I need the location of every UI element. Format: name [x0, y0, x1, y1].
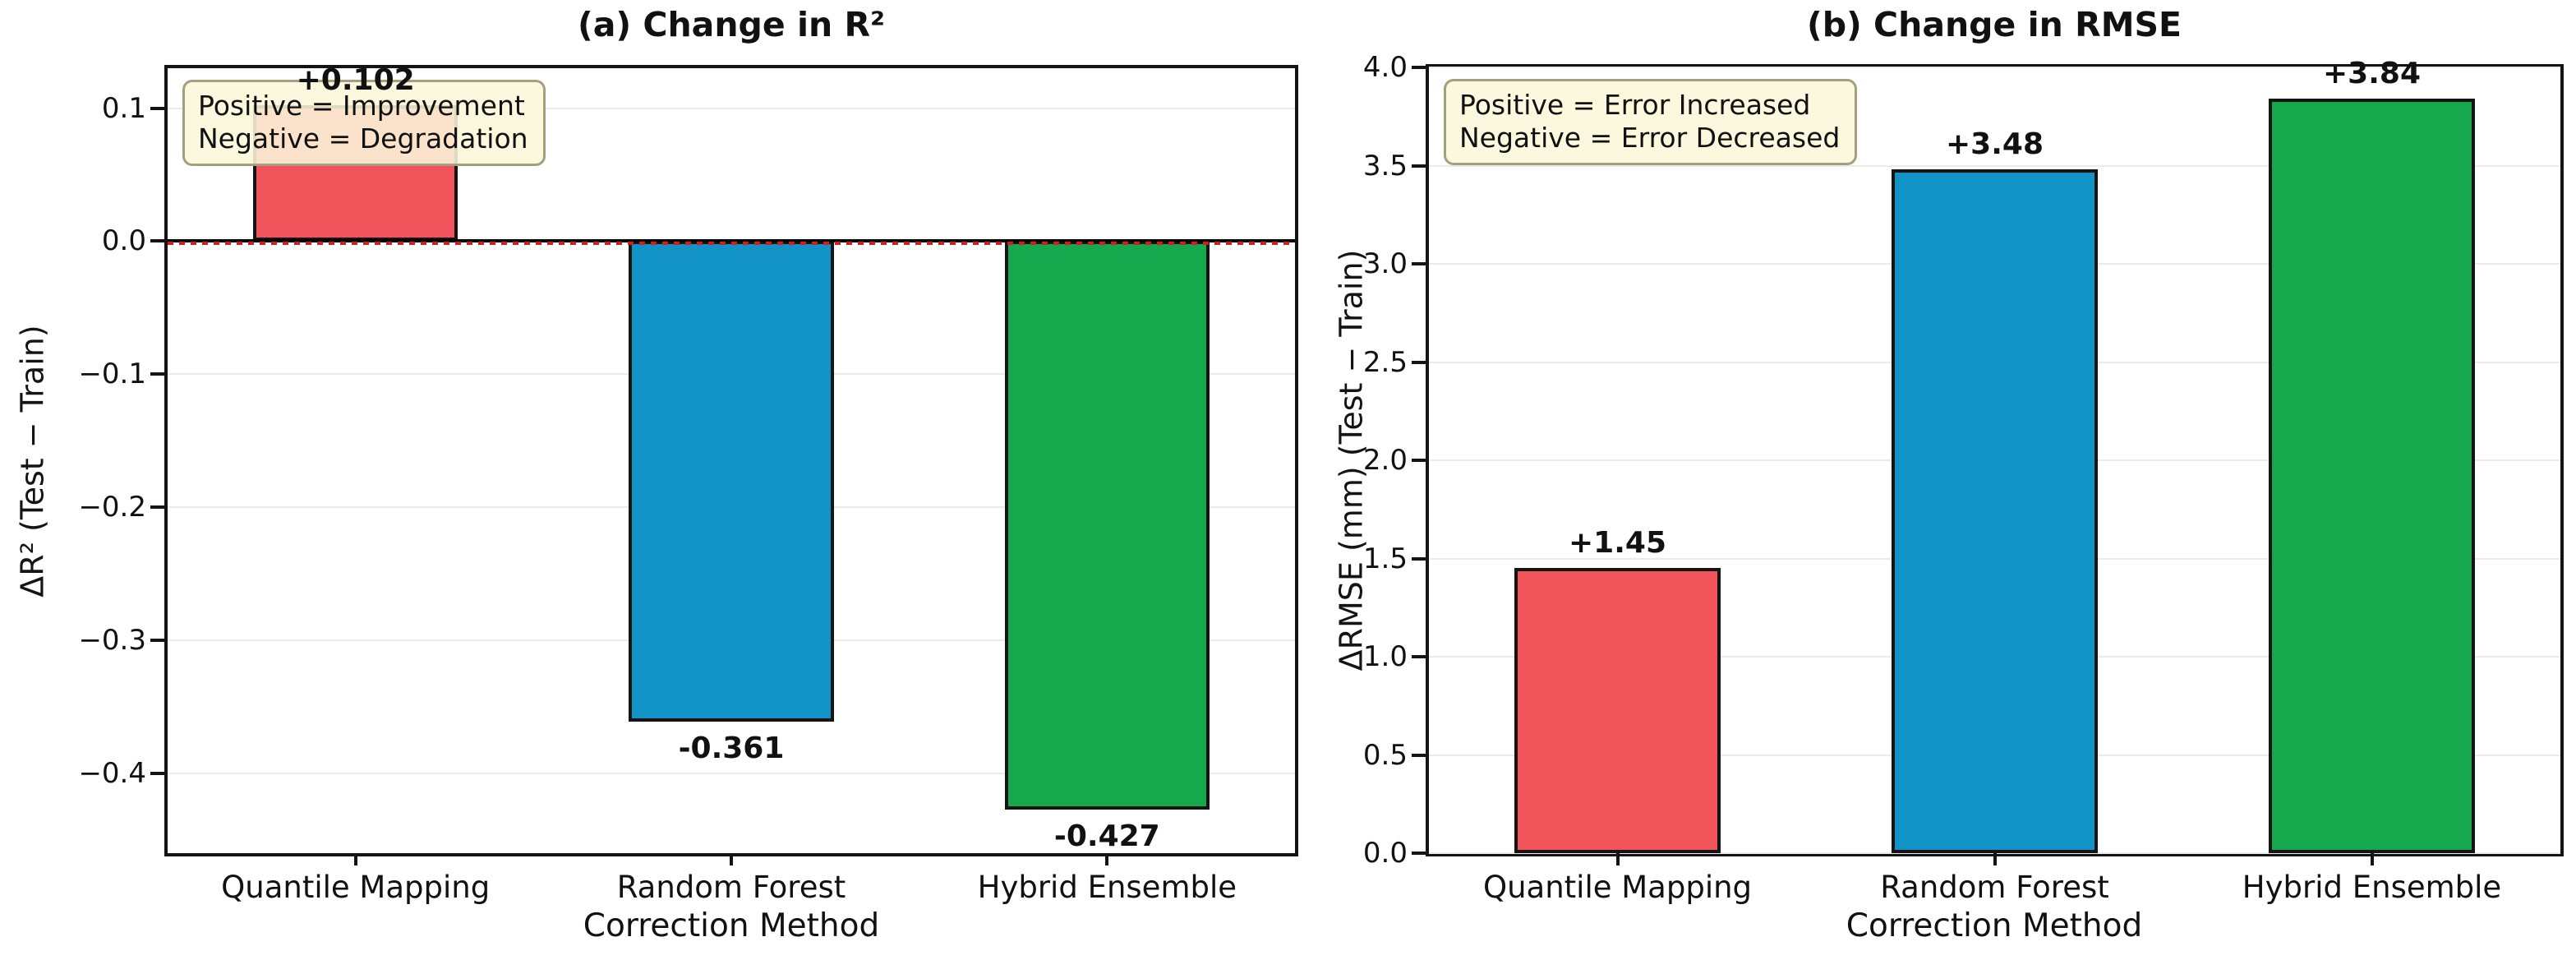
plot-area: Positive = Error Increased Negative = Er… — [1363, 51, 2564, 870]
y-tick-label: −0.3 — [78, 624, 146, 658]
bar-value-label: +3.48 — [1946, 127, 2044, 162]
bar-value-label: +0.102 — [296, 63, 415, 98]
bar-value-label: -0.427 — [1053, 819, 1160, 853]
y-tick-mark — [1412, 164, 1426, 168]
gridline — [168, 772, 1295, 774]
bar-random-forest — [1892, 169, 2098, 853]
y-tick-label: 1.0 — [1362, 640, 1408, 673]
y-tick-mark — [150, 106, 164, 110]
x-tick-mark — [1105, 853, 1109, 865]
bar-quantile-mapping — [1514, 568, 1721, 853]
bar-random-forest — [629, 241, 834, 722]
x-axis-label: Correction Method — [1846, 907, 2143, 944]
x-tick-label: Quantile Mapping — [221, 870, 491, 905]
zero-line — [168, 239, 1295, 243]
y-tick-mark — [1412, 852, 1426, 855]
y-tick-mark — [150, 239, 164, 243]
y-tick-label: −0.1 — [78, 358, 146, 391]
x-tick-mark — [353, 853, 357, 865]
y-tick-label: 0.1 — [101, 91, 146, 125]
y-tick-label: 4.0 — [1362, 51, 1408, 84]
x-axis-label: Correction Method — [583, 907, 880, 944]
x-tick-mark — [2370, 853, 2374, 865]
plot-area: Positive = Improvement Negative = Degrad… — [78, 63, 1298, 865]
annotation-box: Positive = Improvement Negative = Degrad… — [182, 80, 546, 167]
panel-change-in-rmse: (b) Change in RMSE ΔRMSE (mm) (Test − Tr… — [1315, 0, 2576, 960]
bar-value-label: -0.361 — [678, 731, 785, 765]
y-tick-mark — [1412, 262, 1426, 265]
x-tick-label: Hybrid Ensemble — [977, 870, 1237, 905]
y-tick-label: 0.0 — [1362, 837, 1408, 870]
x-tick-label: Quantile Mapping — [1482, 870, 1753, 905]
x-tick-label: Random Forest — [1880, 870, 2109, 905]
y-axis-label-wrap: ΔR² (Test − Train) — [2, 65, 64, 856]
x-tick-label: Random Forest — [616, 870, 846, 905]
y-tick-mark — [150, 372, 164, 376]
y-tick-mark — [150, 505, 164, 510]
x-tick-mark — [730, 853, 733, 865]
x-tick-label: Hybrid Ensemble — [2242, 870, 2502, 905]
y-tick-label: 1.5 — [1362, 542, 1408, 575]
y-tick-mark — [1412, 66, 1426, 69]
gridline — [168, 107, 1295, 109]
panel-change-in-r2: (a) Change in R² ΔR² (Test − Train) Posi… — [2, 5, 1298, 944]
y-tick-mark — [1412, 753, 1426, 757]
y-tick-label: 0.0 — [101, 224, 146, 258]
annotation-box: Positive = Error Increased Negative = Er… — [1444, 79, 1858, 166]
x-tick-mark — [1993, 853, 1997, 865]
chart-title: (b) Change in RMSE — [1806, 5, 2182, 44]
zero-dash-line — [168, 242, 1295, 246]
y-tick-label: −0.4 — [78, 756, 146, 790]
y-tick-mark — [1412, 459, 1426, 462]
bar-value-label: +3.84 — [2323, 57, 2421, 91]
y-tick-label: 0.5 — [1362, 738, 1408, 772]
annotation-line-1: Positive = Error Increased — [1459, 89, 1811, 121]
chart-title: (a) Change in R² — [577, 5, 886, 44]
annotation-line-2: Negative = Degradation — [198, 122, 528, 155]
bar-hybrid-ensemble — [2269, 99, 2475, 853]
y-tick-label: 2.5 — [1362, 345, 1408, 379]
annotation-line-2: Negative = Error Decreased — [1459, 121, 1841, 154]
y-tick-label: −0.2 — [78, 491, 146, 524]
gridline — [1429, 164, 2560, 167]
y-tick-mark — [1412, 655, 1426, 658]
y-axis-label: ΔR² (Test − Train) — [15, 324, 51, 598]
y-tick-mark — [1412, 556, 1426, 561]
bar-hybrid-ensemble — [1004, 241, 1210, 810]
y-tick-label: 2.0 — [1362, 444, 1408, 477]
x-tick-mark — [1615, 853, 1620, 865]
y-tick-label: 3.5 — [1362, 149, 1408, 182]
annotation-line-1: Positive = Improvement — [198, 90, 525, 122]
y-tick-label: 3.0 — [1362, 247, 1408, 280]
gridline — [1429, 67, 2560, 68]
bar-value-label: +1.45 — [1569, 526, 1666, 561]
y-tick-mark — [150, 639, 164, 643]
y-tick-mark — [150, 771, 164, 775]
y-tick-mark — [1412, 360, 1426, 364]
